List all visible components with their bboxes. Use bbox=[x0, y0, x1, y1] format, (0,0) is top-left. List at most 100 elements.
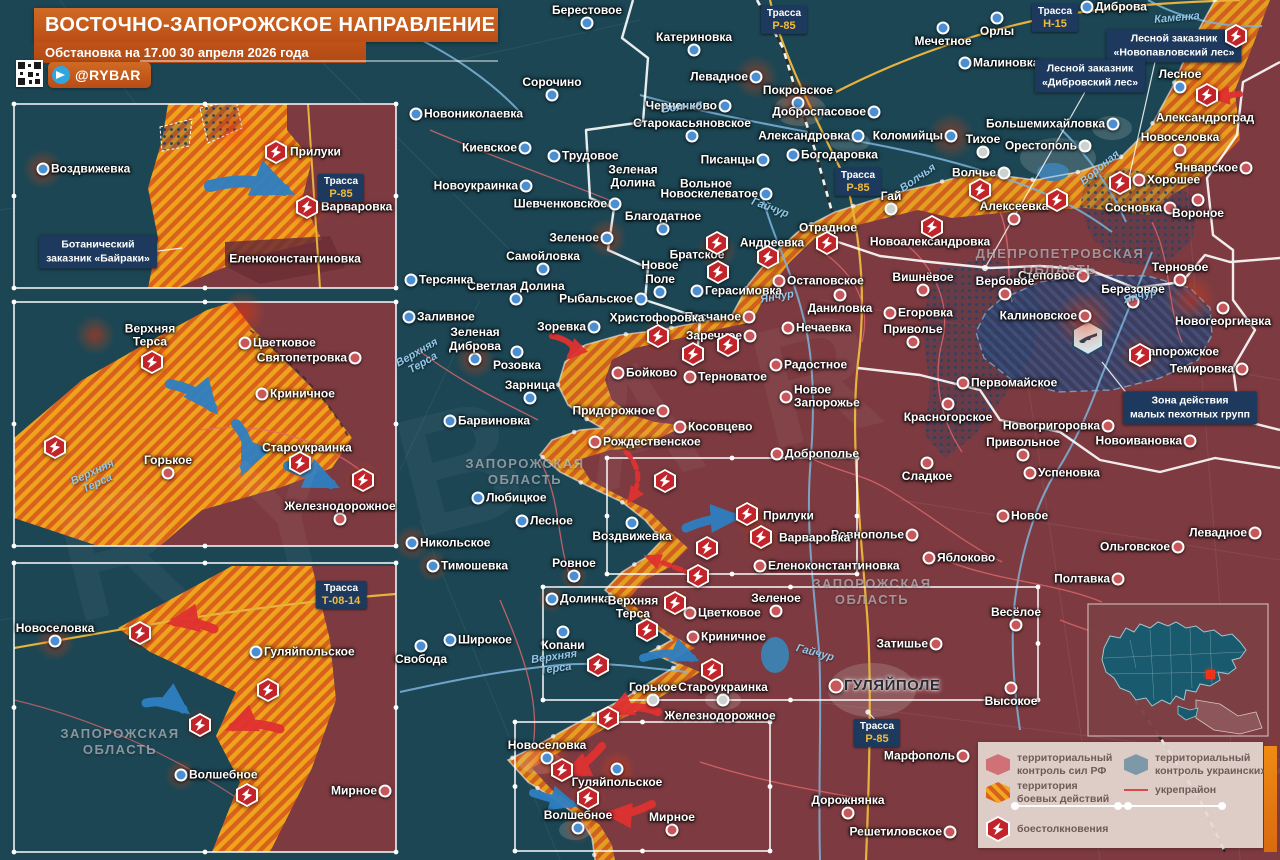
rect-corner-dot bbox=[202, 299, 208, 305]
rect-corner-dot bbox=[512, 784, 518, 789]
clash-icon bbox=[687, 564, 709, 588]
rect-corner-dot bbox=[393, 421, 399, 427]
town-label: Старокасьяновское bbox=[633, 115, 751, 130]
legend-item-fortified: укрепрайон bbox=[1124, 784, 1216, 797]
town-label: Орестополь bbox=[1004, 138, 1077, 153]
town-label: Затишье bbox=[876, 636, 929, 651]
rect-corner-dot bbox=[393, 543, 399, 549]
town-dot bbox=[547, 149, 561, 163]
town-label: Староукраинка bbox=[262, 440, 352, 455]
town-label: Новоселовка bbox=[1140, 129, 1220, 144]
ua-advance-arrow bbox=[639, 638, 700, 662]
town-dot bbox=[1106, 117, 1120, 131]
town-label: Сорочино bbox=[522, 74, 582, 89]
town-label: Зеленая Долина bbox=[608, 162, 658, 190]
town-dot bbox=[1216, 301, 1230, 315]
river-label: Каменка bbox=[1153, 9, 1201, 26]
town-label: Железнодорожное bbox=[664, 708, 776, 723]
town-dot bbox=[770, 447, 784, 461]
town-dot bbox=[906, 335, 920, 349]
town-label: Зеленое bbox=[751, 590, 801, 605]
town-dot bbox=[941, 397, 955, 411]
town-dot bbox=[1004, 681, 1018, 695]
rect-corner-dot bbox=[11, 849, 17, 855]
clash-icon bbox=[587, 653, 609, 677]
ua-advance-arrow bbox=[141, 683, 191, 715]
town-label: Криничное bbox=[270, 386, 335, 401]
road-code: Р-85 bbox=[329, 187, 353, 200]
rect-corner-dot bbox=[393, 560, 399, 566]
town-label: Вишнёвое bbox=[892, 269, 954, 284]
town-label: Новоалександровка bbox=[869, 234, 991, 249]
clash-icon bbox=[682, 342, 704, 366]
town-dot bbox=[1173, 80, 1187, 94]
town-label: Запорожское bbox=[1140, 344, 1220, 359]
town-dot bbox=[571, 821, 585, 835]
town-dot bbox=[1078, 139, 1092, 153]
town-dot bbox=[769, 358, 783, 372]
rect-corner-dot bbox=[854, 571, 860, 577]
clash-icon bbox=[296, 195, 318, 219]
town-dot bbox=[1163, 201, 1177, 215]
road-badge: Трасса Н-15 bbox=[1031, 3, 1079, 33]
ua-advance-arrow bbox=[529, 785, 579, 811]
road-code: Р-85 bbox=[865, 732, 889, 745]
town-label: Волчье bbox=[951, 165, 996, 180]
town-label: Гуляйпольское bbox=[571, 775, 663, 789]
town-label: Рождественское bbox=[603, 434, 701, 449]
road-badge: Трасса Р-85 bbox=[853, 718, 901, 748]
town-label: Волшебное bbox=[543, 807, 613, 822]
rect-corner-dot bbox=[640, 719, 645, 725]
town-label: Нечаевка bbox=[796, 320, 852, 335]
rect-corner-dot bbox=[767, 784, 773, 789]
town-label: Ровнополье bbox=[831, 527, 904, 542]
road-word: Трасса bbox=[766, 7, 802, 19]
clash-icon bbox=[352, 468, 374, 492]
clash-icon bbox=[141, 350, 163, 374]
town-label: Березовое bbox=[1101, 281, 1165, 296]
legend-item-combat-zone: территория боевых действий bbox=[986, 780, 1109, 805]
legend-item-ua-control: территориальный контроль украинских сил bbox=[1124, 752, 1280, 777]
clash-icon bbox=[816, 231, 838, 255]
road-code: Р-85 bbox=[846, 181, 870, 194]
town-label: Лесное bbox=[1158, 66, 1202, 81]
town-label: Писанцы bbox=[700, 152, 755, 167]
town-label: Берестовое bbox=[551, 2, 623, 17]
town-label: Верхняя Терса bbox=[607, 593, 659, 621]
town-label: Январское bbox=[1174, 160, 1238, 175]
town-dot bbox=[996, 509, 1010, 523]
town-dot bbox=[540, 751, 554, 765]
legend-item-clashes: боестолкновения bbox=[986, 816, 1108, 842]
rf-advance-arrow bbox=[166, 603, 219, 634]
town-dot bbox=[1248, 526, 1262, 540]
town-label: Отрадное bbox=[798, 220, 858, 235]
clash-icon bbox=[757, 245, 779, 269]
town-label: Вороное bbox=[1172, 206, 1224, 220]
town-label: Трудовое bbox=[562, 148, 619, 163]
town-label: Розовка bbox=[493, 358, 541, 372]
town-label: Темировка bbox=[1169, 361, 1234, 376]
town-dot bbox=[556, 625, 570, 639]
town-label: Красногорское bbox=[903, 410, 993, 424]
river-label: Верхняя Терса bbox=[393, 335, 440, 377]
rect-corner-dot bbox=[604, 455, 610, 461]
legend-label: укрепрайон bbox=[1155, 784, 1217, 796]
town-dot bbox=[414, 639, 428, 653]
rect-corner-dot bbox=[788, 697, 793, 703]
town-dot bbox=[588, 435, 602, 449]
oblast-boundaries bbox=[584, 0, 1280, 474]
town-label: Доброполье bbox=[785, 446, 860, 461]
clash-icon bbox=[647, 324, 669, 348]
town-dot bbox=[634, 292, 648, 306]
legend-label: территориальный контроль украинских сил bbox=[1155, 752, 1280, 777]
channel-name: @RYBAR bbox=[75, 67, 141, 83]
town-label: Катериновка bbox=[655, 29, 733, 44]
town-label: Новое Запорожье bbox=[794, 382, 860, 410]
town-label: Малиновка bbox=[973, 55, 1040, 70]
town-dot bbox=[791, 96, 805, 110]
town-label: Богодаровка bbox=[801, 147, 878, 162]
town-dot bbox=[685, 129, 699, 143]
rect-corner-dot bbox=[393, 285, 399, 291]
town-dot bbox=[587, 320, 601, 334]
rect-corner-dot bbox=[393, 849, 399, 855]
